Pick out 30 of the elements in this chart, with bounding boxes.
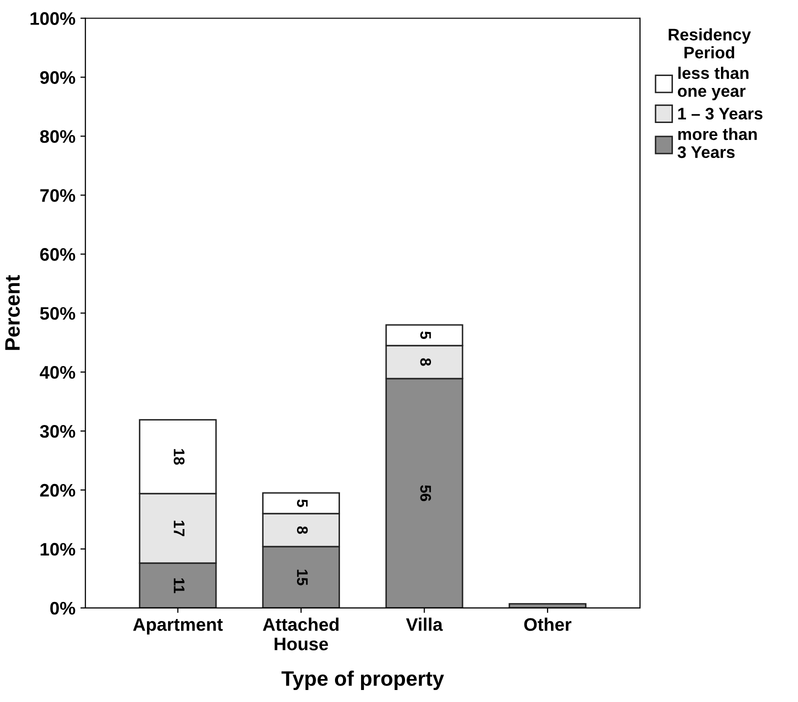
annotation: 8: [420, 358, 432, 366]
y-tick-label: 40%: [40, 366, 76, 379]
y-tick-label: 0%: [50, 602, 76, 615]
legend-label: less than one year: [678, 66, 748, 100]
annotation: 5: [296, 499, 308, 508]
x-tick-label: Other: [524, 618, 572, 631]
y-tick-label: 90%: [40, 71, 76, 84]
y-tick-label: 100%: [30, 12, 76, 25]
y-tick-label: 10%: [40, 542, 76, 556]
x-tick-label: Villa: [406, 618, 443, 631]
annotation: 11: [174, 578, 184, 594]
y-tick-label: 70%: [40, 189, 76, 202]
annotation: 56: [420, 485, 432, 502]
x-axis-title: Type of property: [282, 670, 444, 690]
annotation: 8: [296, 526, 308, 534]
annotation: 5: [420, 331, 431, 340]
annotation: 17: [174, 520, 184, 536]
y-tick-label: 60%: [40, 248, 76, 261]
annotation: 15: [296, 570, 308, 586]
annotation: 18: [174, 449, 185, 465]
y-axis-title: Percent: [5, 275, 20, 350]
y-tick-label: 30%: [40, 424, 76, 438]
x-tick-label: Attached House: [262, 618, 339, 650]
x-tick-label: Apartment: [133, 618, 223, 634]
legend-label: more than 3 Years: [678, 128, 757, 158]
y-tick-label: 20%: [40, 484, 76, 497]
y-tick-label: 50%: [40, 307, 76, 320]
y-tick-label: 80%: [40, 130, 76, 143]
legend-label: 1 – 3 Years: [678, 108, 762, 120]
bar: [508, 603, 586, 608]
